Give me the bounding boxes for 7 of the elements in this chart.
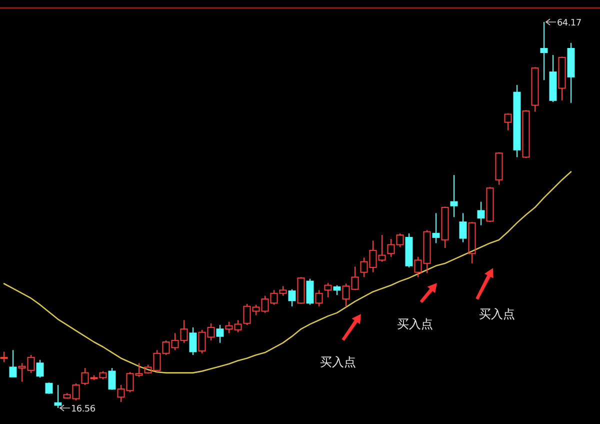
- annotation: 买入点: [320, 355, 356, 369]
- annotation: 64.17: [545, 18, 582, 28]
- annotation: 买入点: [397, 317, 433, 331]
- annotation: 买入点: [479, 307, 515, 321]
- annotation: 16.56: [71, 404, 96, 414]
- annotation: 16.56: [59, 404, 96, 414]
- annotation: 64.17: [557, 18, 582, 28]
